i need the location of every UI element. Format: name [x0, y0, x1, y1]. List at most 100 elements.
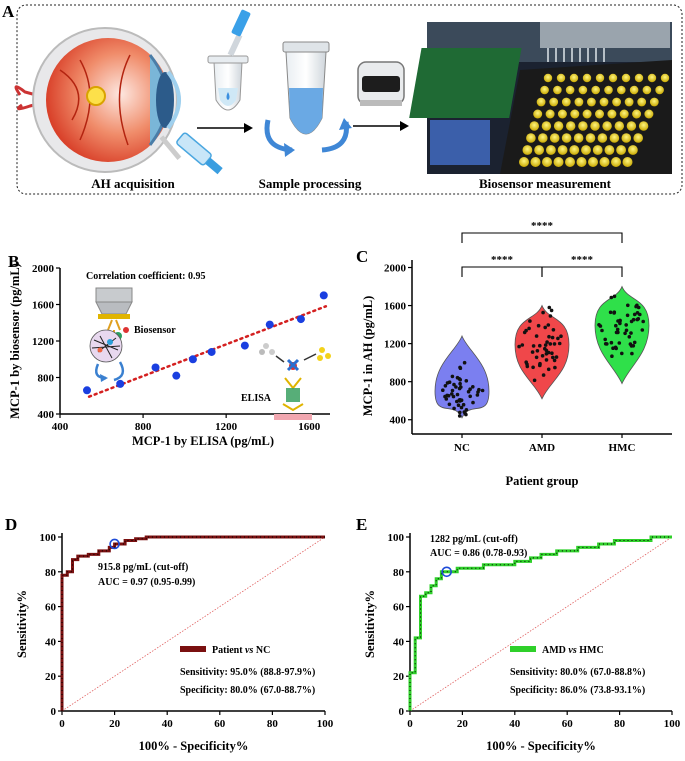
c-data-dot — [443, 394, 447, 399]
b-data-point — [116, 379, 125, 388]
b-data-point — [172, 371, 181, 380]
c-data-dot — [543, 346, 547, 351]
centrifuge-tube-illustration — [264, 41, 352, 157]
roc-e-legend-swatch — [510, 646, 536, 652]
e-x-tick-label: 0 — [407, 718, 413, 730]
b-data-point — [296, 315, 305, 324]
c-data-dot — [617, 341, 622, 345]
panel-a-frame — [16, 4, 683, 195]
c-data-dot — [452, 406, 456, 411]
plate-well — [540, 85, 549, 95]
c-sig-amd-hmc-label: **** — [571, 254, 594, 266]
plate-well — [622, 157, 633, 167]
arrow-1-head — [244, 123, 253, 133]
plate-well — [611, 157, 621, 167]
plate-well — [542, 157, 552, 167]
eye-illustration — [14, 27, 223, 175]
c-data-dot — [554, 355, 559, 359]
plate-well — [543, 73, 553, 83]
biosensor-inset-label: Biosensor — [134, 325, 176, 336]
c-data-dot — [468, 394, 473, 399]
c-data-dot — [540, 354, 545, 358]
roc-e-cutoff-label: 1282 pg/mL (cut-off) — [430, 534, 518, 545]
plate-well — [549, 97, 559, 107]
c-x-tick-label: AMD — [529, 442, 555, 454]
plate-well — [529, 121, 539, 131]
e-y-tick-label: 80 — [393, 567, 405, 579]
plate-well — [599, 97, 609, 107]
b-x-tick-label: 400 — [52, 421, 69, 433]
step-label-acquisition: AH acquisition — [91, 176, 175, 191]
c-data-dot — [548, 314, 553, 318]
c-data-dot — [456, 403, 461, 408]
plate-well — [566, 121, 576, 131]
reader-device-illustration — [357, 61, 405, 106]
c-y-axis-title: MCP-1 in AH (pg/mL) — [361, 296, 375, 416]
c-data-dot — [612, 311, 616, 315]
c-data-dot — [618, 321, 622, 326]
plate-well — [581, 145, 591, 155]
c-data-dot — [459, 405, 464, 410]
panel-a-letter: A — [2, 2, 15, 21]
d-x-tick-label: 80 — [267, 718, 279, 730]
plate-well — [526, 133, 536, 143]
b-data-point — [83, 386, 91, 395]
c-data-dot — [458, 377, 463, 382]
roc-e-auc-label: AUC = 0.86 (0.78-0.93) — [430, 548, 527, 559]
c-data-dot — [462, 360, 467, 365]
e-y-tick-label: 40 — [393, 636, 405, 648]
c-data-dot — [543, 343, 548, 347]
d-y-tick-label: 20 — [45, 671, 57, 683]
c-sig-amd-hmc-bracket — [541, 266, 623, 277]
c-violin-hmc — [594, 285, 650, 385]
d-y-axis-title: Sensitivity% — [15, 590, 29, 658]
c-data-dot — [635, 311, 640, 315]
c-sig-nc-hmc-label: **** — [531, 220, 554, 232]
c-data-dot — [605, 342, 609, 346]
c-data-dot — [531, 344, 536, 348]
c-data-dot — [553, 365, 557, 370]
c-sig-nc-amd-bracket — [461, 266, 543, 277]
d-x-tick-label: 40 — [162, 718, 174, 730]
c-data-dot — [614, 330, 619, 335]
b-data-point — [265, 320, 274, 329]
c-data-dot — [524, 328, 528, 333]
c-data-dot — [544, 352, 549, 356]
c-data-dot — [609, 340, 614, 345]
c-data-dot — [611, 346, 615, 351]
c-data-dot — [520, 343, 525, 347]
c-x-axis-title: Patient group — [505, 474, 578, 488]
b-data-point — [319, 291, 328, 300]
c-data-dot — [547, 334, 551, 339]
c-data-dot — [610, 354, 614, 359]
c-data-dot — [458, 366, 463, 371]
d-x-tick-label: 100 — [317, 718, 334, 730]
plate-well — [649, 97, 659, 107]
c-data-dot — [457, 414, 462, 418]
plate-well — [602, 121, 612, 131]
c-data-dot — [476, 390, 480, 394]
c-data-dot — [616, 319, 620, 323]
e-cutoff-marker — [441, 566, 452, 578]
e-y-tick-label: 60 — [393, 602, 405, 614]
c-data-dot — [543, 325, 547, 330]
b-y-tick-label: 800 — [38, 373, 55, 385]
c-data-dot — [475, 393, 480, 397]
plate-well — [534, 145, 544, 155]
b-x-axis-title: MCP-1 by ELISA (pg/mL) — [132, 434, 274, 448]
c-y-tick-label: 2000 — [384, 263, 407, 275]
b-data-point — [188, 355, 197, 364]
plate-well — [624, 97, 634, 107]
d-cutoff-marker — [109, 538, 120, 550]
elisa-inset-label: ELISA — [241, 393, 272, 404]
c-data-dot — [538, 361, 542, 366]
c-data-dot — [459, 385, 463, 389]
c-data-dot — [524, 360, 528, 365]
c-data-dot — [550, 335, 555, 340]
c-data-dot — [450, 392, 454, 396]
c-y-tick-label: 1600 — [384, 301, 407, 313]
c-data-dot — [630, 351, 634, 356]
plate-well — [588, 157, 598, 167]
plate-well — [573, 133, 584, 143]
c-data-dot — [624, 323, 628, 327]
